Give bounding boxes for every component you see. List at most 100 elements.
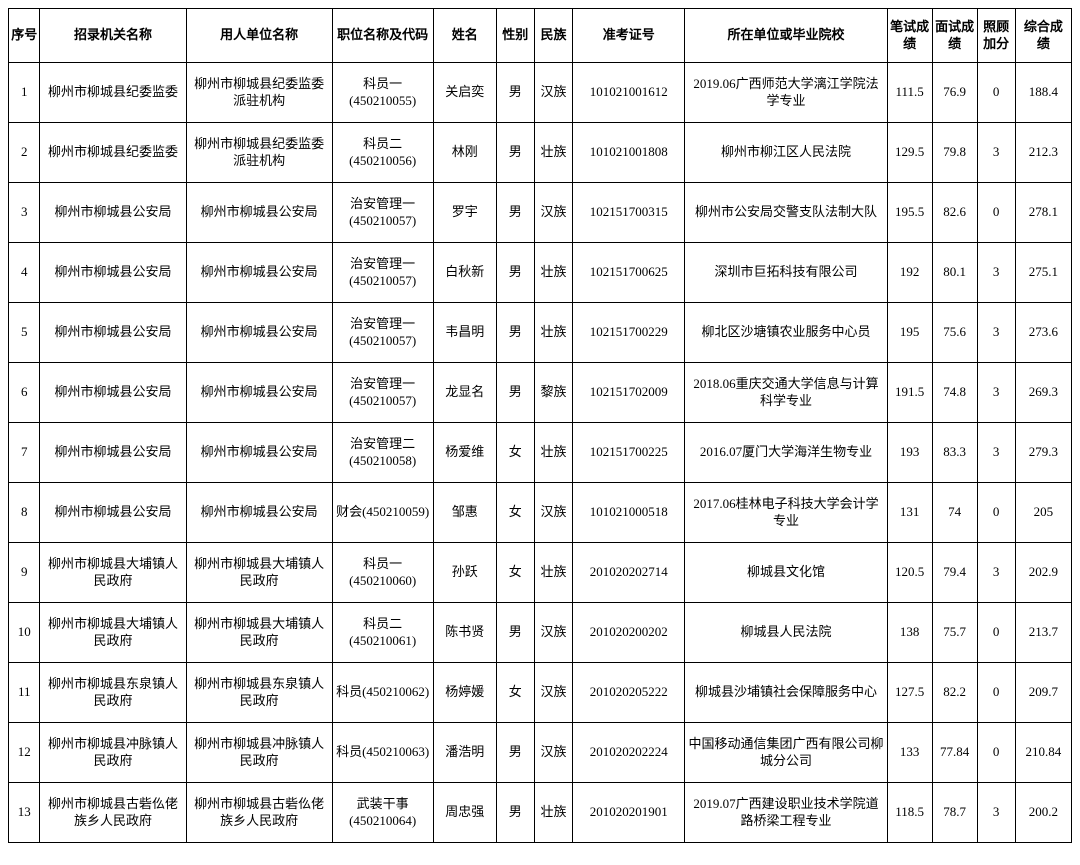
header-row: 序号 招录机关名称 用人单位名称 职位名称及代码 姓名 性别 民族 准考证号 所… <box>9 9 1072 63</box>
cell-ethnic: 壮族 <box>534 543 572 603</box>
cell-pos: 财会(450210059) <box>332 483 433 543</box>
cell-exam: 201020202714 <box>573 543 685 603</box>
cell-gender: 男 <box>496 783 534 843</box>
cell-total: 273.6 <box>1015 303 1071 363</box>
cell-school: 2017.06桂林电子科技大学会计学专业 <box>685 483 887 543</box>
cell-seq: 4 <box>9 243 40 303</box>
cell-gender: 女 <box>496 483 534 543</box>
table-row: 9柳州市柳城县大埔镇人民政府柳州市柳城县大埔镇人民政府科员一(450210060… <box>9 543 1072 603</box>
cell-written: 138 <box>887 603 932 663</box>
cell-org: 柳州市柳城县东泉镇人民政府 <box>40 663 186 723</box>
cell-ethnic: 汉族 <box>534 63 572 123</box>
cell-gender: 男 <box>496 63 534 123</box>
cell-unit: 柳州市柳城县公安局 <box>186 243 332 303</box>
cell-exam: 102151700225 <box>573 423 685 483</box>
cell-interview: 77.84 <box>932 723 977 783</box>
cell-unit: 柳州市柳城县公安局 <box>186 303 332 363</box>
cell-gender: 男 <box>496 603 534 663</box>
cell-seq: 12 <box>9 723 40 783</box>
cell-total: 210.84 <box>1015 723 1071 783</box>
cell-name: 孙跃 <box>433 543 496 603</box>
table-row: 3柳州市柳城县公安局柳州市柳城县公安局治安管理一(450210057)罗宇男汉族… <box>9 183 1072 243</box>
cell-name: 杨婷媛 <box>433 663 496 723</box>
cell-school: 柳州市公安局交警支队法制大队 <box>685 183 887 243</box>
cell-total: 212.3 <box>1015 123 1071 183</box>
cell-written: 193 <box>887 423 932 483</box>
cell-gender: 男 <box>496 303 534 363</box>
cell-interview: 75.6 <box>932 303 977 363</box>
cell-org: 柳州市柳城县公安局 <box>40 183 186 243</box>
cell-bonus: 0 <box>977 723 1015 783</box>
cell-ethnic: 汉族 <box>534 723 572 783</box>
cell-seq: 1 <box>9 63 40 123</box>
cell-bonus: 0 <box>977 483 1015 543</box>
cell-name: 韦昌明 <box>433 303 496 363</box>
cell-seq: 8 <box>9 483 40 543</box>
cell-written: 127.5 <box>887 663 932 723</box>
cell-total: 279.3 <box>1015 423 1071 483</box>
cell-org: 柳州市柳城县古砦仫佬族乡人民政府 <box>40 783 186 843</box>
cell-unit: 柳州市柳城县纪委监委派驻机构 <box>186 123 332 183</box>
cell-pos: 科员一(450210055) <box>332 63 433 123</box>
cell-interview: 79.4 <box>932 543 977 603</box>
cell-bonus: 3 <box>977 303 1015 363</box>
cell-bonus: 0 <box>977 603 1015 663</box>
cell-org: 柳州市柳城县纪委监委 <box>40 63 186 123</box>
cell-total: 200.2 <box>1015 783 1071 843</box>
cell-gender: 女 <box>496 663 534 723</box>
cell-written: 118.5 <box>887 783 932 843</box>
cell-unit: 柳州市柳城县公安局 <box>186 183 332 243</box>
cell-org: 柳州市柳城县纪委监委 <box>40 123 186 183</box>
cell-school: 2018.06重庆交通大学信息与计算科学专业 <box>685 363 887 423</box>
cell-name: 林刚 <box>433 123 496 183</box>
cell-org: 柳州市柳城县公安局 <box>40 423 186 483</box>
cell-interview: 74.8 <box>932 363 977 423</box>
cell-gender: 女 <box>496 423 534 483</box>
cell-exam: 102151700229 <box>573 303 685 363</box>
col-header-unit: 用人单位名称 <box>186 9 332 63</box>
cell-exam: 101021001612 <box>573 63 685 123</box>
table-row: 6柳州市柳城县公安局柳州市柳城县公安局治安管理一(450210057)龙显名男黎… <box>9 363 1072 423</box>
cell-bonus: 3 <box>977 243 1015 303</box>
table-row: 11柳州市柳城县东泉镇人民政府柳州市柳城县东泉镇人民政府科员(450210062… <box>9 663 1072 723</box>
cell-interview: 80.1 <box>932 243 977 303</box>
cell-unit: 柳州市柳城县公安局 <box>186 483 332 543</box>
cell-total: 209.7 <box>1015 663 1071 723</box>
cell-school: 柳北区沙塘镇农业服务中心员 <box>685 303 887 363</box>
cell-seq: 7 <box>9 423 40 483</box>
cell-ethnic: 汉族 <box>534 663 572 723</box>
cell-unit: 柳州市柳城县公安局 <box>186 423 332 483</box>
cell-ethnic: 黎族 <box>534 363 572 423</box>
cell-ethnic: 壮族 <box>534 303 572 363</box>
cell-gender: 男 <box>496 363 534 423</box>
cell-name: 杨爱维 <box>433 423 496 483</box>
cell-bonus: 0 <box>977 183 1015 243</box>
table-row: 1柳州市柳城县纪委监委柳州市柳城县纪委监委派驻机构科员一(450210055)关… <box>9 63 1072 123</box>
col-header-pos: 职位名称及代码 <box>332 9 433 63</box>
cell-school: 柳城县文化馆 <box>685 543 887 603</box>
cell-written: 131 <box>887 483 932 543</box>
cell-pos: 科员二(450210056) <box>332 123 433 183</box>
cell-unit: 柳州市柳城县大埔镇人民政府 <box>186 543 332 603</box>
cell-org: 柳州市柳城县冲脉镇人民政府 <box>40 723 186 783</box>
col-header-name: 姓名 <box>433 9 496 63</box>
cell-written: 195 <box>887 303 932 363</box>
cell-ethnic: 汉族 <box>534 483 572 543</box>
cell-unit: 柳州市柳城县东泉镇人民政府 <box>186 663 332 723</box>
cell-org: 柳州市柳城县公安局 <box>40 483 186 543</box>
cell-seq: 10 <box>9 603 40 663</box>
table-row: 8柳州市柳城县公安局柳州市柳城县公安局财会(450210059)邹惠女汉族101… <box>9 483 1072 543</box>
cell-total: 278.1 <box>1015 183 1071 243</box>
cell-pos: 科员一(450210060) <box>332 543 433 603</box>
cell-school: 2019.07广西建设职业技术学院道路桥梁工程专业 <box>685 783 887 843</box>
cell-gender: 男 <box>496 723 534 783</box>
cell-gender: 男 <box>496 243 534 303</box>
cell-seq: 11 <box>9 663 40 723</box>
cell-pos: 科员(450210062) <box>332 663 433 723</box>
cell-seq: 3 <box>9 183 40 243</box>
cell-total: 213.7 <box>1015 603 1071 663</box>
cell-unit: 柳州市柳城县大埔镇人民政府 <box>186 603 332 663</box>
cell-ethnic: 汉族 <box>534 183 572 243</box>
cell-total: 275.1 <box>1015 243 1071 303</box>
cell-pos: 治安管理二(450210058) <box>332 423 433 483</box>
